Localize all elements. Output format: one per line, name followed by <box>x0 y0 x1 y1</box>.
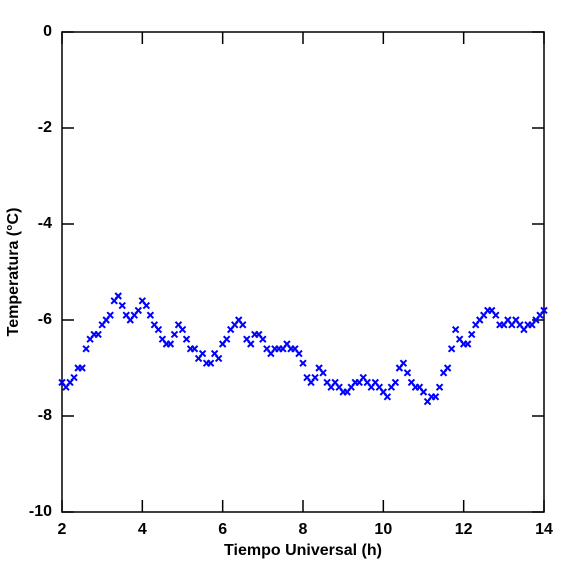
data-point <box>78 364 86 372</box>
data-point <box>431 393 440 401</box>
data-point <box>182 335 191 343</box>
x-tick-label: 8 <box>299 521 308 538</box>
data-point <box>463 340 472 348</box>
data-point <box>443 364 452 372</box>
data-point <box>295 349 303 358</box>
data-point <box>82 345 90 353</box>
data-point <box>70 373 78 382</box>
data-point <box>383 393 392 401</box>
data-point <box>419 388 428 396</box>
data-point <box>435 383 444 391</box>
x-tick-label: 14 <box>535 521 553 538</box>
data-point <box>166 340 175 348</box>
data-point <box>239 321 247 329</box>
data-point <box>190 345 199 353</box>
data-point <box>170 330 179 339</box>
x-axis-label: Tiempo Universal (h) <box>224 542 382 559</box>
plot-frame <box>61 31 545 513</box>
y-tick-label: -8 <box>38 407 52 424</box>
data-point <box>222 335 231 343</box>
data-point <box>114 292 122 300</box>
y-tick-label: -6 <box>38 311 52 328</box>
x-tick-label: 12 <box>455 521 473 538</box>
y-tick-label: -4 <box>38 215 52 232</box>
data-point <box>154 325 163 334</box>
data-point <box>198 349 207 358</box>
data-point <box>299 359 307 367</box>
data-point <box>178 325 187 334</box>
data-point <box>118 301 126 310</box>
data-point <box>399 359 408 367</box>
data-point <box>467 330 476 339</box>
data-point <box>206 359 215 367</box>
data-point <box>403 369 412 377</box>
x-tick-label: 6 <box>218 521 227 538</box>
data-point <box>311 373 319 382</box>
x-tick-label: 4 <box>138 521 147 538</box>
data-point <box>259 335 267 343</box>
data-point <box>447 345 456 353</box>
data-point <box>492 311 500 319</box>
data-point <box>214 354 223 363</box>
y-tick-label: 0 <box>43 23 52 40</box>
y-tick-label: -2 <box>38 119 52 136</box>
data-point <box>146 311 155 319</box>
data-point <box>319 369 327 377</box>
data-point <box>540 306 548 315</box>
data-point <box>94 330 102 339</box>
data-point <box>451 325 460 334</box>
y-tick-label: -10 <box>29 503 52 520</box>
data-point <box>134 306 143 315</box>
x-tick-label: 2 <box>58 521 67 538</box>
y-axis-label: Temperatura (°C) <box>5 208 22 337</box>
data-point <box>247 340 255 348</box>
data-point <box>391 378 400 387</box>
x-tick-label: 10 <box>374 521 392 538</box>
data-point <box>142 301 151 310</box>
data-point <box>106 311 114 319</box>
